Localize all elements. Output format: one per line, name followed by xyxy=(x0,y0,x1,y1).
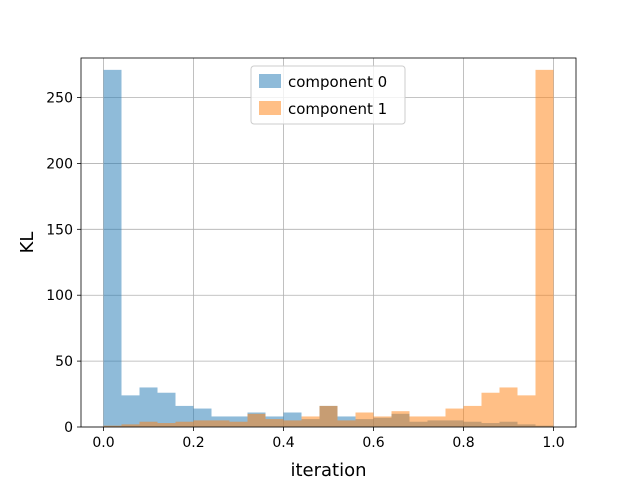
y-tick-label: 100 xyxy=(46,288,73,304)
histogram-bar-series-0 xyxy=(103,69,122,427)
legend-swatch xyxy=(259,101,281,115)
ticks-layer: 0.0 0.2 0.4 0.6 0.8 1.0 0 50 100 150 200 250 xyxy=(46,91,564,451)
histogram-bar-series-1 xyxy=(391,411,410,427)
y-tick-label: 50 xyxy=(55,354,73,370)
legend-label: component 1 xyxy=(288,100,387,118)
histogram-bar-series-1 xyxy=(175,421,194,427)
histogram-bar-series-1 xyxy=(193,420,212,427)
histogram-bar-series-1 xyxy=(319,405,338,427)
histogram-bar-series-0 xyxy=(157,392,176,427)
histogram-bar-series-1 xyxy=(211,420,230,427)
histogram-bar-series-1 xyxy=(265,419,284,427)
x-tick-label: 0.6 xyxy=(362,435,384,451)
legend-box xyxy=(250,65,406,125)
histogram-bar-series-1 xyxy=(355,412,374,427)
y-tick-label: 250 xyxy=(46,91,73,107)
x-tick-label: 0.2 xyxy=(182,435,204,451)
x-tick-label: 0.4 xyxy=(272,435,294,451)
histogram-bar-series-1 xyxy=(139,421,158,427)
histogram-bar-series-1 xyxy=(301,416,320,427)
histogram-bar-series-1 xyxy=(283,420,302,427)
axes-frame xyxy=(80,57,577,428)
histogram-bar-series-1 xyxy=(103,425,122,427)
histogram-bar-series-1 xyxy=(481,392,500,427)
x-tick-label: 1.0 xyxy=(542,435,564,451)
y-tick-label: 200 xyxy=(46,156,73,172)
histogram-bar-series-1 xyxy=(463,405,482,427)
histogram-bar-series-1 xyxy=(499,387,518,427)
histogram-bar-series-1 xyxy=(229,421,248,427)
y-tick-label: 0 xyxy=(64,420,73,436)
y-axis-label: KL xyxy=(17,232,38,254)
histogram-bar-series-1 xyxy=(517,395,536,427)
bars-layer xyxy=(103,69,554,427)
x-tick-label: 0.0 xyxy=(92,435,114,451)
legend-swatch xyxy=(259,74,281,88)
histogram-bar-series-1 xyxy=(535,69,554,427)
histogram-bar-series-1 xyxy=(337,420,356,427)
histogram-bar-series-1 xyxy=(373,416,392,427)
histogram-bar-series-1 xyxy=(427,416,446,427)
histogram-bar-series-0 xyxy=(121,395,140,427)
x-axis-label: iteration xyxy=(290,460,366,480)
y-tick-label: 150 xyxy=(46,222,73,238)
histogram-bar-series-1 xyxy=(121,424,140,427)
histogram-bar-series-1 xyxy=(409,416,428,427)
histogram-bar-series-0 xyxy=(139,387,158,427)
histogram-bar-series-1 xyxy=(445,408,464,427)
legend: component 0 component 1 xyxy=(250,65,406,125)
legend-label: component 0 xyxy=(288,73,387,91)
histogram-bar-series-1 xyxy=(157,423,176,427)
histogram-bar-series-1 xyxy=(247,413,266,427)
x-tick-label: 0.8 xyxy=(452,435,474,451)
